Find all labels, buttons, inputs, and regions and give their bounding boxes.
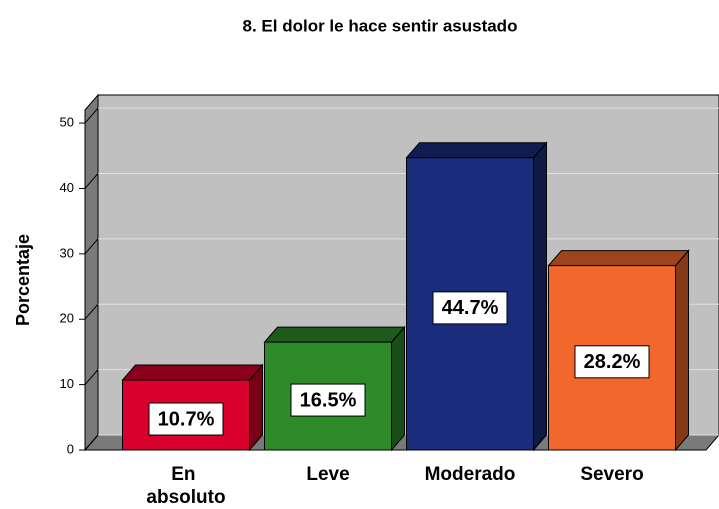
- bar-side: [675, 249, 689, 452]
- x-tick-label: En absoluto: [146, 464, 225, 508]
- bar-side: [391, 325, 405, 452]
- grid-line: [84, 238, 99, 255]
- y-tick-label: 0: [67, 441, 74, 456]
- y-tick-label: 30: [60, 245, 74, 260]
- value-label-box: [574, 345, 650, 379]
- bar-top: [547, 250, 690, 267]
- y-tick-label: 40: [60, 180, 74, 195]
- value-label-box: [148, 402, 224, 436]
- value-label-box: [432, 291, 508, 325]
- grid-line: [84, 434, 99, 451]
- grid-line: [84, 303, 99, 320]
- value-label: 10.7%: [158, 408, 215, 430]
- value-label: 16.5%: [300, 389, 357, 411]
- grid-line: [84, 173, 99, 189]
- bar-top: [405, 142, 548, 159]
- value-label: 44.7%: [442, 297, 499, 319]
- value-label-box: [290, 383, 366, 417]
- y-tick-label: 20: [60, 311, 74, 326]
- bar-side: [533, 141, 547, 452]
- left-wall: [84, 93, 99, 452]
- bar-top: [121, 364, 264, 381]
- y-tick-label: 10: [60, 376, 74, 391]
- y-axis-label: Porcentaje: [13, 234, 33, 326]
- y-tick-label: 50: [60, 115, 74, 130]
- value-label: 28.2%: [584, 351, 641, 373]
- x-tick-label: Severo: [580, 464, 643, 485]
- x-tick-label: Moderado: [425, 464, 516, 485]
- grid-line: [84, 369, 99, 385]
- bar-top: [263, 326, 406, 343]
- x-tick-label: Leve: [306, 464, 349, 485]
- grid-line: [84, 107, 99, 124]
- chart-title: 8. El dolor le hace sentir asustado: [243, 16, 518, 35]
